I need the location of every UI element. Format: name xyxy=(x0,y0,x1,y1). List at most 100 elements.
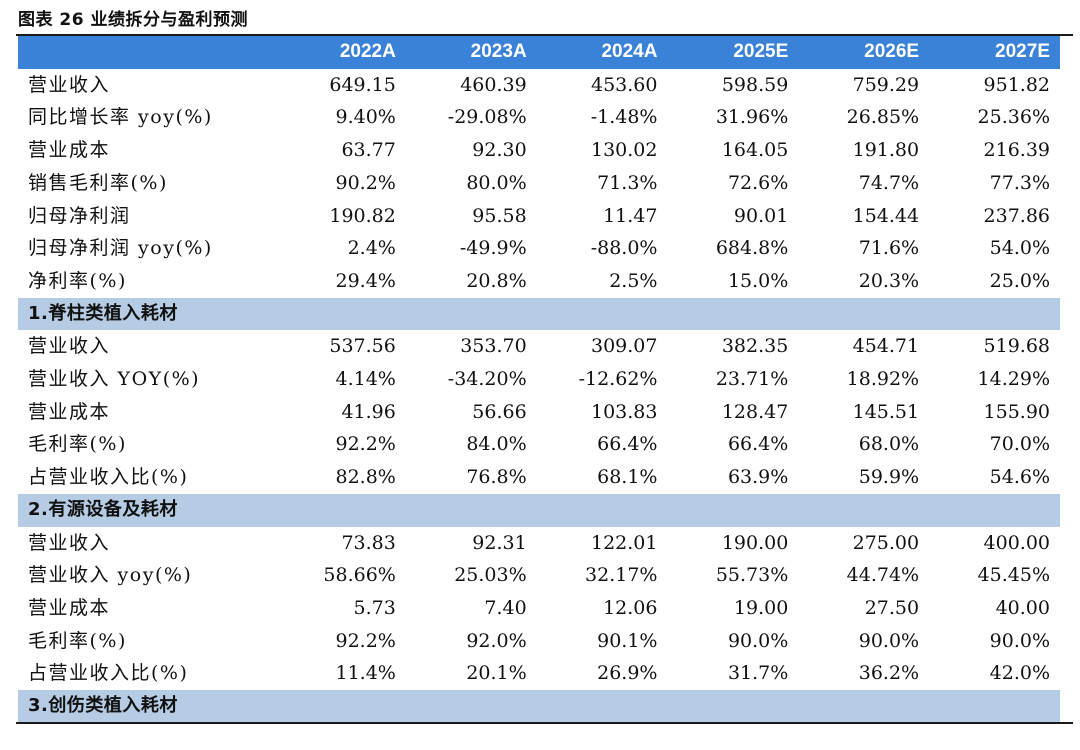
value-cell: 26.85% xyxy=(846,106,920,129)
value-cell: 74.7% xyxy=(858,171,920,194)
value-cell: 77.3% xyxy=(989,171,1050,194)
section-row: 3.创伤类植入耗材 xyxy=(18,690,1060,723)
row-label: 销售毛利率(%) xyxy=(28,171,168,194)
value-cell: 103.83 xyxy=(591,400,658,423)
value-cell: 80.0% xyxy=(466,171,527,194)
value-cell: 309.07 xyxy=(591,335,658,358)
value-cell: 128.47 xyxy=(721,400,789,423)
header-cell-2027e: 2027E xyxy=(929,36,1060,69)
value-cell: 155.90 xyxy=(983,400,1050,423)
value-cell: 31.7% xyxy=(727,662,789,685)
top-rule xyxy=(16,34,1073,36)
table-row: 占营业收入比(%) 82.8% 76.8% 68.1% 63.9% 59.9% 54.6% xyxy=(18,461,1060,494)
table-row: 归母净利润 190.82 95.58 11.47 90.01 154.44 237.86 xyxy=(18,200,1060,233)
value-cell: 460.39 xyxy=(460,73,527,96)
value-cell: 4.14% xyxy=(335,368,396,391)
value-cell: 95.58 xyxy=(472,204,527,227)
value-cell: 353.70 xyxy=(460,335,527,358)
value-cell: 191.80 xyxy=(852,139,920,162)
row-label: 营业成本 xyxy=(28,400,111,423)
row-label: 毛利率(%) xyxy=(28,433,127,456)
value-cell: 11.47 xyxy=(603,204,658,227)
value-cell: 90.1% xyxy=(597,629,658,652)
header-row: 2022A 2023A 2024A 2025E 2026E 2027E xyxy=(18,36,1060,69)
value-cell: 66.4% xyxy=(727,433,789,456)
value-cell: 29.4% xyxy=(335,269,396,292)
value-cell: 19.00 xyxy=(733,596,789,619)
value-cell: 237.86 xyxy=(983,204,1050,227)
value-cell: -49.9% xyxy=(459,237,527,260)
table-body: 营业收入 649.15 460.39 453.60 598.59 759.29 951.82… xyxy=(18,69,1060,723)
value-cell: 73.83 xyxy=(341,531,396,554)
value-cell: 2.5% xyxy=(609,269,658,292)
row-label: 营业成本 xyxy=(28,139,111,162)
value-cell: 41.96 xyxy=(341,400,396,423)
row-label: 毛利率(%) xyxy=(28,629,127,652)
value-cell: 649.15 xyxy=(329,73,396,96)
value-cell: 145.51 xyxy=(852,400,920,423)
header-cell-2023a: 2023A xyxy=(405,36,537,69)
value-cell: 63.77 xyxy=(341,139,396,162)
table-row: 营业成本 41.96 56.66 103.83 128.47 145.51 155.90 xyxy=(18,396,1060,429)
value-cell: 18.92% xyxy=(846,368,920,391)
value-cell: 31.96% xyxy=(715,106,789,129)
value-cell: 70.0% xyxy=(989,433,1050,456)
value-cell: 12.06 xyxy=(603,596,658,619)
header-cell-2024a: 2024A xyxy=(536,36,668,69)
value-cell: 54.6% xyxy=(989,466,1050,489)
value-cell: 56.66 xyxy=(472,400,527,423)
section-row: 2.有源设备及耗材 xyxy=(18,493,1060,527)
row-label: 归母净利润 xyxy=(28,204,131,227)
value-cell: 59.9% xyxy=(858,466,920,489)
table-row: 净利率(%) 29.4% 20.8% 2.5% 15.0% 20.3% 25.0% xyxy=(18,265,1060,298)
value-cell: 15.0% xyxy=(727,269,789,292)
value-cell: 66.4% xyxy=(597,433,658,456)
value-cell: 20.8% xyxy=(466,269,527,292)
value-cell: 71.6% xyxy=(858,237,920,260)
value-cell: 25.03% xyxy=(454,564,527,587)
value-cell: -34.20% xyxy=(447,368,527,391)
value-cell: 454.71 xyxy=(852,335,920,358)
value-cell: 90.0% xyxy=(727,629,789,652)
value-cell: -29.08% xyxy=(447,106,527,129)
value-cell: 216.39 xyxy=(983,139,1050,162)
value-cell: 58.66% xyxy=(323,564,396,587)
header-cell-2022a: 2022A xyxy=(275,36,406,69)
value-cell: 44.74% xyxy=(846,564,920,587)
header-cell-label xyxy=(18,36,276,69)
value-cell: 90.0% xyxy=(858,629,920,652)
row-label: 营业收入 YOY(%) xyxy=(28,368,201,391)
value-cell: 759.29 xyxy=(852,73,920,96)
row-label: 营业收入 xyxy=(28,531,111,554)
value-cell: 27.50 xyxy=(864,596,920,619)
value-cell: 684.8% xyxy=(715,237,789,260)
row-label: 营业收入 xyxy=(28,335,111,358)
section-row: 1.脊柱类植入耗材 xyxy=(18,297,1060,331)
value-cell: 11.4% xyxy=(335,662,396,685)
value-cell: 55.73% xyxy=(715,564,789,587)
value-cell: 519.68 xyxy=(983,335,1050,358)
value-cell: 90.2% xyxy=(335,171,396,194)
value-cell: 68.1% xyxy=(597,466,658,489)
table-row: 营业收入 73.83 92.31 122.01 190.00 275.00 400.00 xyxy=(18,527,1060,560)
value-cell: 45.45% xyxy=(977,564,1050,587)
row-label: 占营业收入比(%) xyxy=(28,662,189,685)
value-cell: 68.0% xyxy=(858,433,920,456)
value-cell: 951.82 xyxy=(983,73,1050,96)
value-cell: -88.0% xyxy=(590,237,658,260)
value-cell: -12.62% xyxy=(578,368,658,391)
forecast-table: 2022A 2023A 2024A 2025E 2026E 2027E 营业收入… xyxy=(18,36,1060,723)
table-row: 占营业收入比(%) 11.4% 20.1% 26.9% 31.7% 36.2% 42.0% xyxy=(18,657,1060,690)
table-row: 营业收入 yoy(%) 58.66% 25.03% 32.17% 55.73% 44.74… xyxy=(18,559,1060,592)
value-cell: 25.36% xyxy=(977,106,1050,129)
value-cell: 190.82 xyxy=(329,204,396,227)
value-cell: 54.0% xyxy=(989,237,1050,260)
value-cell: 537.56 xyxy=(329,335,396,358)
table-row: 营业收入 537.56 353.70 309.07 382.35 454.71 519.68 xyxy=(18,330,1060,363)
value-cell: 154.44 xyxy=(852,204,920,227)
row-label: 同比增长率 yoy(%) xyxy=(28,106,213,129)
row-label: 占营业收入比(%) xyxy=(28,466,189,489)
table-header: 2022A 2023A 2024A 2025E 2026E 2027E xyxy=(18,36,1060,69)
row-label: 净利率(%) xyxy=(28,269,127,292)
row-label: 归母净利润 yoy(%) xyxy=(28,237,213,260)
